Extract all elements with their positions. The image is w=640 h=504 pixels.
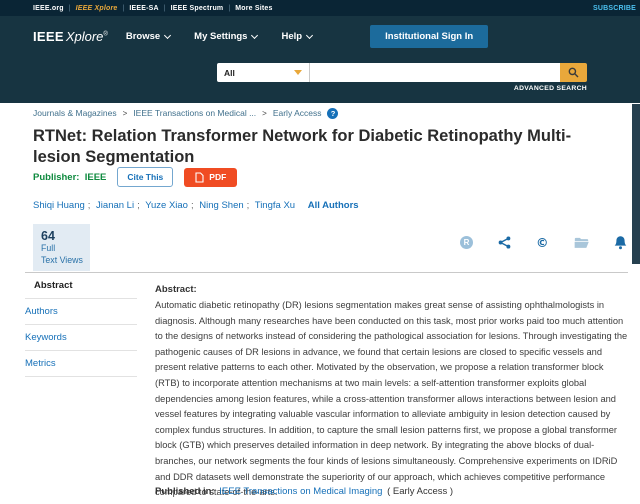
breadcrumb: Journals & Magazines > IEEE Transactions… bbox=[33, 103, 339, 123]
author-separator: ; bbox=[246, 200, 250, 211]
topbar-link-more-sites[interactable]: More Sites bbox=[235, 4, 273, 12]
registered-mark: ® bbox=[103, 31, 108, 38]
search-scope-dropdown[interactable]: All bbox=[217, 63, 310, 82]
all-authors-link[interactable]: All Authors bbox=[307, 200, 359, 211]
breadcrumb-separator: > bbox=[122, 108, 128, 118]
abstract-text: Automatic diabetic retinopathy (DR) lesi… bbox=[155, 300, 628, 498]
document-toolbar: R © bbox=[460, 235, 627, 250]
published-in-label: Published in: bbox=[155, 486, 215, 497]
alerts-button[interactable] bbox=[614, 235, 627, 250]
pdf-button[interactable]: PDF bbox=[184, 167, 238, 187]
content-divider bbox=[25, 272, 628, 273]
topbar-link-ieee-sa[interactable]: IEEE-SA bbox=[129, 4, 159, 12]
views-count: 64 bbox=[41, 229, 55, 243]
save-to-project-button[interactable] bbox=[574, 236, 589, 249]
breadcrumb-separator: > bbox=[262, 108, 267, 118]
share-button[interactable] bbox=[498, 236, 511, 249]
scrollbar-thumb[interactable] bbox=[632, 104, 640, 264]
cite-this-button[interactable]: Cite This bbox=[117, 167, 174, 187]
published-in-suffix: ( Early Access ) bbox=[387, 486, 454, 497]
nav-my-settings-label: My Settings bbox=[194, 30, 248, 42]
search-button[interactable] bbox=[560, 63, 587, 82]
search-scope-value: All bbox=[224, 67, 235, 78]
separator: | bbox=[68, 4, 71, 12]
search-icon bbox=[568, 67, 579, 78]
nav-browse[interactable]: Browse bbox=[125, 30, 172, 42]
separator: | bbox=[122, 4, 125, 12]
publisher-name: IEEE bbox=[84, 171, 107, 183]
nav-browse-label: Browse bbox=[125, 30, 161, 42]
tab-metrics[interactable]: Metrics bbox=[25, 351, 137, 377]
tab-abstract[interactable]: Abstract bbox=[25, 273, 137, 299]
main-header: IEEE Xplore® Browse My Settings Help Inst… bbox=[0, 16, 640, 56]
published-in-row: Published in: IEEE Transactions on Medic… bbox=[155, 486, 453, 497]
author-link[interactable]: Shiqi Huang bbox=[33, 200, 85, 211]
share-icon bbox=[498, 236, 511, 249]
separator: | bbox=[163, 4, 166, 12]
help-icon[interactable]: ? bbox=[327, 107, 339, 119]
tab-authors[interactable]: Authors bbox=[25, 299, 137, 325]
nav-help[interactable]: Help bbox=[281, 30, 314, 42]
article-section-nav: Abstract Authors Keywords Metrics bbox=[25, 273, 137, 377]
chevron-down-icon bbox=[306, 31, 314, 39]
pdf-document-icon bbox=[195, 171, 204, 183]
alerts-bell-icon bbox=[614, 236, 626, 250]
logo-ieee-text: IEEE bbox=[33, 28, 64, 44]
author-link[interactable]: Jianan Li bbox=[96, 200, 135, 211]
logo-xplore-text: Xplore bbox=[65, 28, 104, 44]
copyright-icon: © bbox=[536, 235, 549, 250]
full-text-views-box: 64 Full Text Views bbox=[33, 224, 90, 271]
topbar-link-ieee-spectrum[interactable]: IEEE Spectrum bbox=[170, 4, 224, 12]
views-label: Full bbox=[41, 243, 56, 253]
rights-button[interactable]: R bbox=[460, 236, 473, 249]
author-link[interactable]: Tingfa Xu bbox=[254, 200, 296, 211]
page-title: RTNet: Relation Transformer Network for … bbox=[33, 127, 572, 166]
ieee-xplore-logo[interactable]: IEEE Xplore® bbox=[33, 29, 108, 44]
advanced-search-link[interactable]: ADVANCED SEARCH bbox=[513, 85, 587, 92]
nav-my-settings[interactable]: My Settings bbox=[194, 30, 259, 42]
views-label: Text Views bbox=[41, 254, 83, 265]
nav-help-label: Help bbox=[281, 30, 303, 42]
pdf-button-label: PDF bbox=[209, 172, 227, 182]
subscribe-link[interactable]: SUBSCRIBE bbox=[592, 4, 636, 12]
published-in-journal-link[interactable]: IEEE Transactions on Medical Imaging bbox=[219, 486, 383, 497]
chevron-down-icon bbox=[164, 31, 172, 39]
topbar-link-ieee-xplore[interactable]: IEEE Xplore bbox=[75, 4, 118, 12]
author-separator: ; bbox=[87, 200, 91, 211]
publisher-label: Publisher: IEEE bbox=[33, 171, 107, 183]
search-input[interactable] bbox=[310, 63, 560, 82]
abstract-section: Abstract: Automatic diabetic retinopathy… bbox=[155, 283, 628, 501]
institutional-sign-in-button[interactable]: Institutional Sign In bbox=[370, 24, 489, 48]
chevron-down-icon bbox=[294, 70, 302, 75]
publisher-row: Publisher: IEEE Cite This PDF bbox=[33, 167, 238, 187]
authors-row: Shiqi Huang; Jianan Li; Yuze Xiao; Ning … bbox=[33, 200, 359, 211]
chevron-down-icon bbox=[251, 31, 259, 39]
abstract-heading: Abstract: bbox=[155, 284, 197, 295]
breadcrumb-publication[interactable]: IEEE Transactions on Medical ... bbox=[133, 108, 257, 118]
utility-bar: IEEE.org | IEEE Xplore | IEEE-SA | IEEE … bbox=[0, 0, 640, 16]
breadcrumb-journals-magazines[interactable]: Journals & Magazines bbox=[33, 108, 117, 118]
r-badge-icon: R bbox=[460, 236, 473, 249]
breadcrumb-early-access[interactable]: Early Access bbox=[272, 108, 322, 118]
tab-keywords[interactable]: Keywords bbox=[25, 325, 137, 351]
author-link[interactable]: Yuze Xiao bbox=[145, 200, 188, 211]
search-band: All ADVANCED SEARCH bbox=[0, 56, 640, 103]
topbar-link-ieee-org[interactable]: IEEE.org bbox=[33, 4, 64, 12]
author-separator: ; bbox=[137, 200, 140, 211]
author-separator: ; bbox=[190, 200, 194, 211]
author-link[interactable]: Ning Shen bbox=[199, 200, 244, 211]
folder-icon bbox=[574, 237, 589, 248]
header-nav: Browse My Settings Help bbox=[125, 30, 314, 42]
separator: | bbox=[228, 4, 231, 12]
permissions-button[interactable]: © bbox=[536, 236, 549, 249]
